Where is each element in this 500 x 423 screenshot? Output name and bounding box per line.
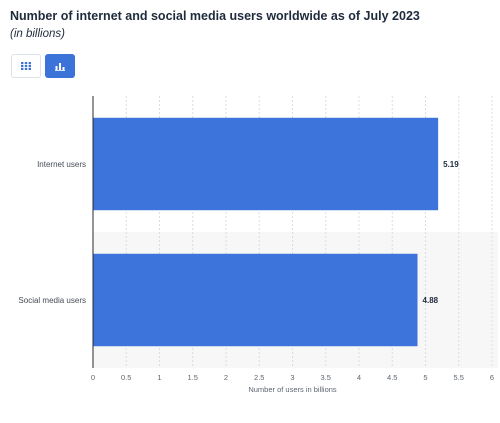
value-label: 4.88 (423, 296, 439, 305)
x-tick-label: 4 (357, 373, 361, 382)
x-tick-label: 5.5 (454, 373, 464, 382)
x-tick-label: 1.5 (188, 373, 198, 382)
x-tick-label: 0 (91, 373, 95, 382)
x-tick-label: 0.5 (121, 373, 131, 382)
bar-social-media-users (93, 253, 418, 347)
x-tick-label: 2.5 (254, 373, 264, 382)
x-tick-label: 3.5 (321, 373, 331, 382)
grid-icon (21, 62, 31, 70)
category-label: Internet users (37, 160, 86, 169)
x-tick-label: 6 (490, 373, 494, 382)
chart-area: Internet users Social media users 5.19 4.8… (0, 90, 500, 400)
bar-chart-icon (55, 62, 65, 71)
x-tick-label: 5 (423, 373, 427, 382)
bar-internet-users (93, 117, 439, 211)
x-tick-label: 4.5 (387, 373, 397, 382)
chart-view-button[interactable] (45, 54, 75, 78)
bar-chart: Internet users Social media users 5.19 4.8… (18, 96, 498, 394)
value-label: 5.19 (443, 160, 459, 169)
x-tick-label: 3 (290, 373, 294, 382)
chart-subtitle: (in billions) (10, 28, 65, 40)
chart-title: Number of internet and social media user… (10, 9, 420, 23)
x-tick-label: 2 (224, 373, 228, 382)
x-axis-title: Number of users in billions (248, 385, 337, 394)
table-view-button[interactable] (11, 54, 41, 78)
x-tick-label: 1 (157, 373, 161, 382)
category-label: Social media users (18, 296, 86, 305)
